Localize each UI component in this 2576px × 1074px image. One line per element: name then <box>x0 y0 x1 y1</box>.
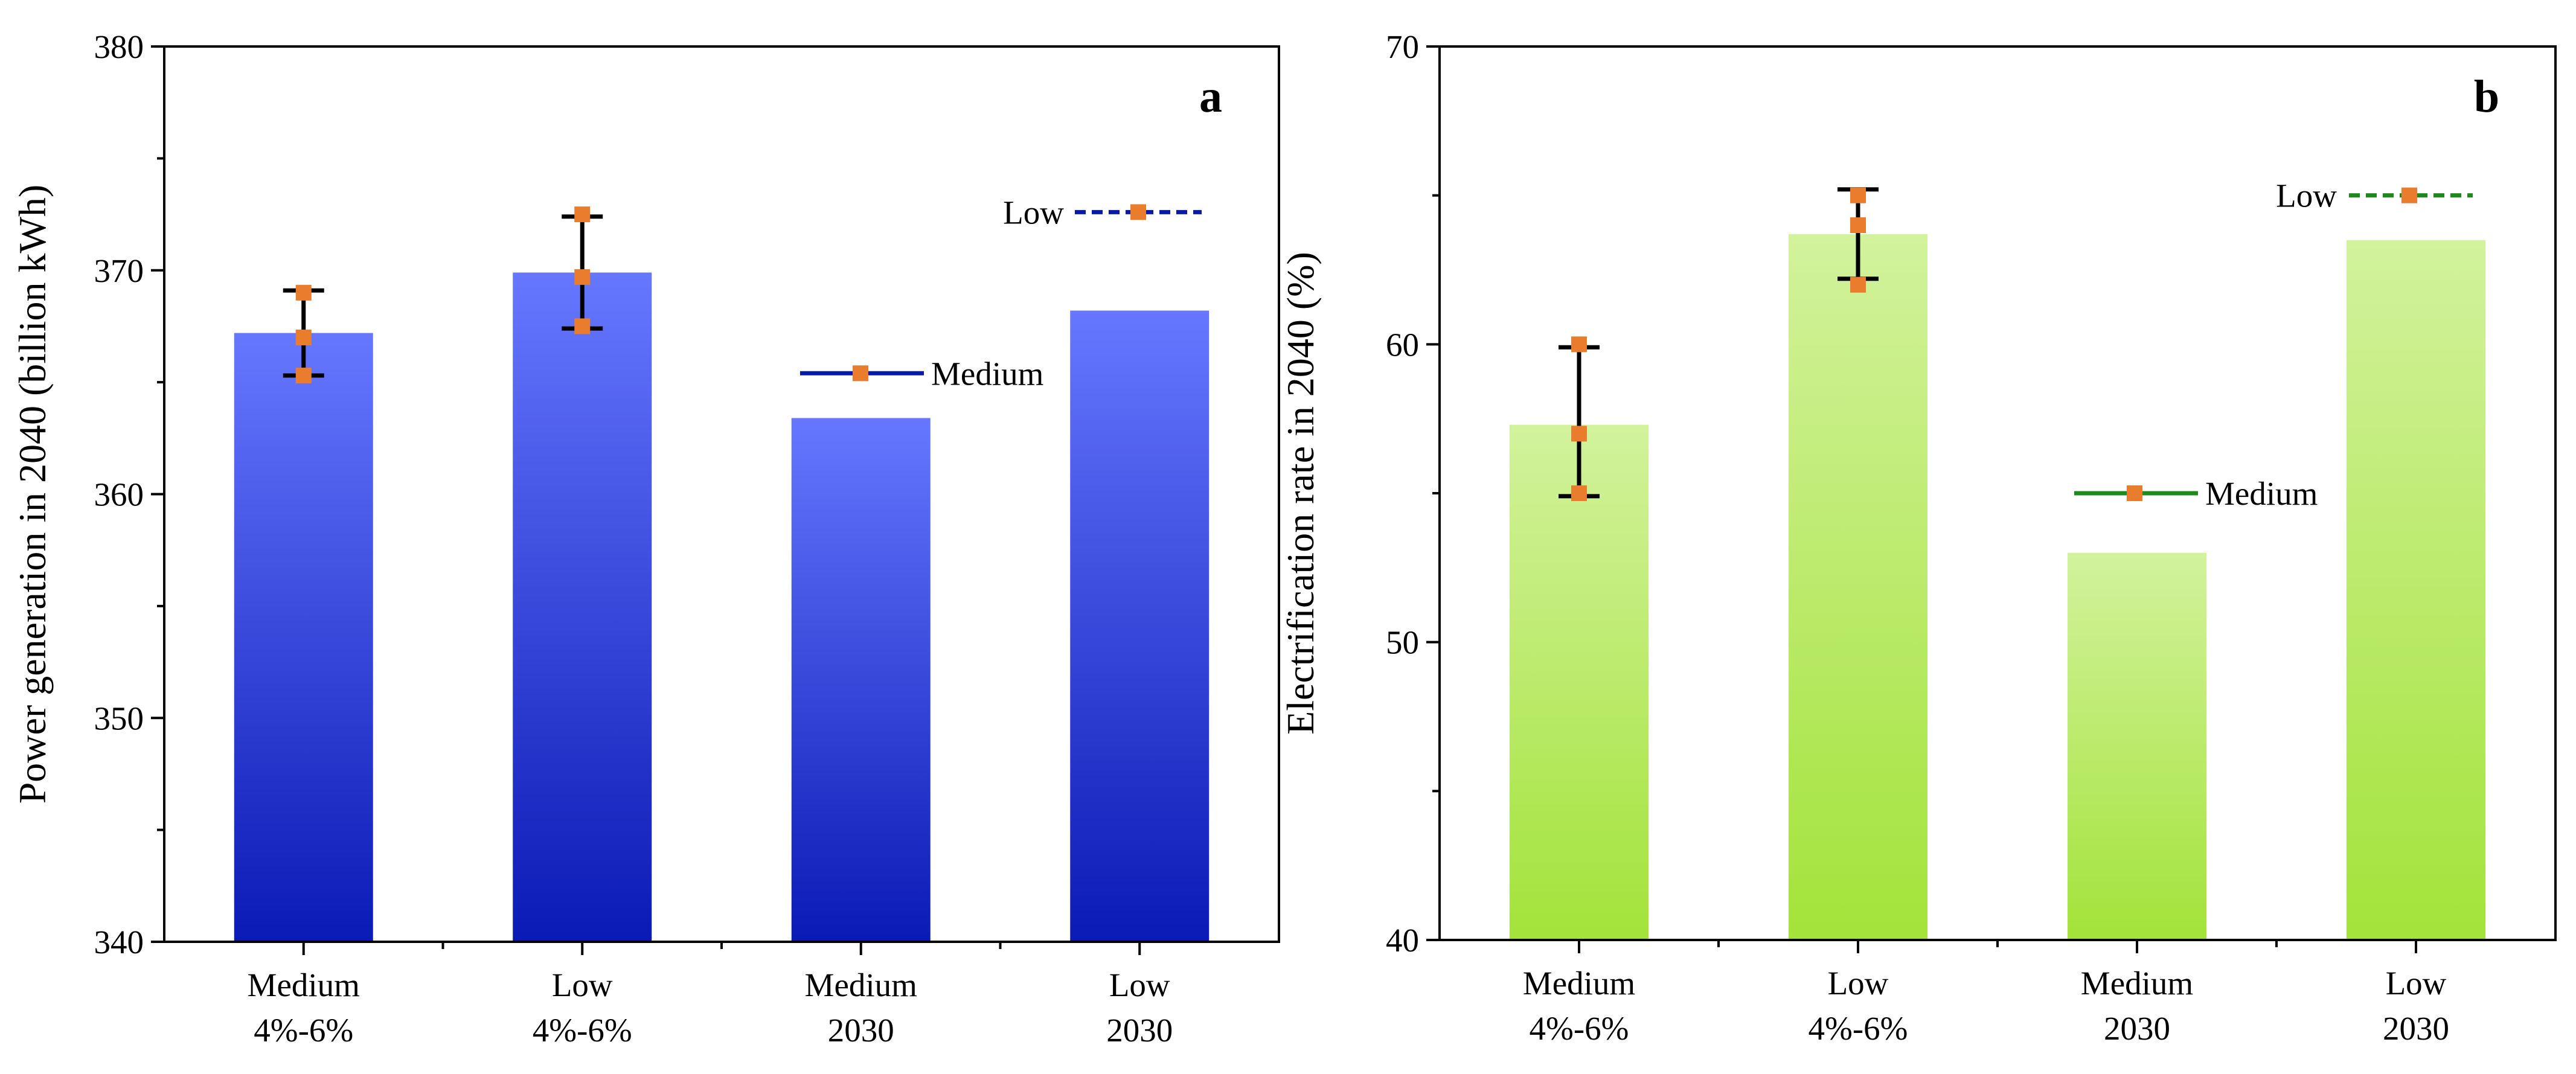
bar-b-3 <box>2347 240 2485 941</box>
reference-marker-low <box>1130 204 1146 220</box>
data-point-a-1-0 <box>574 318 591 334</box>
x-tick-label-a-0-1: 4%-6% <box>254 1012 353 1049</box>
panel-letter-b: b <box>2474 71 2499 122</box>
data-point-b-1-0 <box>1850 276 1866 293</box>
data-point-b-0-2 <box>1571 336 1587 353</box>
data-point-a-1-1 <box>574 269 591 285</box>
reference-label-low: Low <box>2276 177 2337 214</box>
data-point-a-0-2 <box>295 284 312 301</box>
reference-label-medium: Medium <box>931 355 1043 392</box>
reference-marker-low <box>2401 187 2417 203</box>
data-point-a-0-1 <box>295 329 312 345</box>
y-tick-label-a-4: 380 <box>94 28 144 65</box>
x-tick-label-a-3-1: 2030 <box>1106 1012 1173 1049</box>
x-tick-label-b-1-1: 4%-6% <box>1809 1010 1908 1047</box>
x-tick-label-a-1-1: 4%-6% <box>533 1012 632 1049</box>
panel-b: Medium Low 40 50 60 70 Medium 4%-6% Low 4%-6% Medi… <box>1279 28 2557 1047</box>
x-tick-label-b-3-1: 2030 <box>2383 1010 2449 1047</box>
y-tick-label-a-2: 360 <box>94 476 144 513</box>
panel-a: Medium Low 340 350 360 370 380 Medium 4%-6% Low 4%… <box>11 28 1280 1049</box>
y-axis-title-a: Power generation in 2040 (billion kWh) <box>11 185 54 804</box>
y-tick-label-a-3: 370 <box>94 252 144 289</box>
y-tick-label-b-1: 50 <box>1386 624 1419 661</box>
bar-b-0 <box>1510 424 1648 940</box>
x-tick-label-a-2-1: 2030 <box>828 1012 894 1049</box>
panel-letter-a: a <box>1199 71 1222 122</box>
bar-b-2 <box>2068 552 2206 940</box>
data-point-b-1-1 <box>1850 217 1866 233</box>
x-tick-label-b-2-1: 2030 <box>2104 1010 2170 1047</box>
x-tick-label-b-0-0: Medium <box>1523 965 1635 1002</box>
y-tick-label-b-2: 60 <box>1386 326 1419 363</box>
x-tick-label-b-3-0: Low <box>2386 965 2447 1002</box>
reference-marker-medium <box>2127 485 2142 501</box>
x-tick-label-a-1-0: Low <box>552 967 613 1003</box>
x-tick-label-b-0-1: 4%-6% <box>1530 1010 1629 1047</box>
reference-label-low: Low <box>1003 194 1064 231</box>
x-tick-label-a-0-0: Medium <box>248 967 360 1003</box>
y-tick-label-a-0: 340 <box>94 924 144 961</box>
y-tick-label-b-0: 40 <box>1386 922 1419 959</box>
reference-marker-medium <box>853 365 868 382</box>
x-tick-label-a-2-0: Medium <box>805 967 917 1003</box>
data-point-b-0-1 <box>1571 426 1587 442</box>
bar-a-0 <box>234 333 373 942</box>
bar-b-1 <box>1789 234 1927 940</box>
data-point-b-1-2 <box>1850 187 1866 203</box>
x-tick-label-a-3-0: Low <box>1109 967 1170 1003</box>
data-point-a-1-2 <box>574 206 591 223</box>
data-point-a-0-0 <box>295 368 312 384</box>
y-axis-title-b: Electrification rate in 2040 (%) <box>1279 252 1322 735</box>
bar-a-1 <box>513 272 652 942</box>
x-tick-label-b-1-0: Low <box>1828 965 1889 1002</box>
reference-label-medium: Medium <box>2205 475 2318 512</box>
x-tick-label-b-2-0: Medium <box>2081 965 2193 1002</box>
y-tick-label-b-3: 70 <box>1386 28 1419 65</box>
data-point-b-0-0 <box>1571 485 1587 501</box>
bar-a-2 <box>791 418 931 942</box>
bar-a-3 <box>1070 310 1210 942</box>
y-tick-label-a-1: 350 <box>94 700 144 737</box>
